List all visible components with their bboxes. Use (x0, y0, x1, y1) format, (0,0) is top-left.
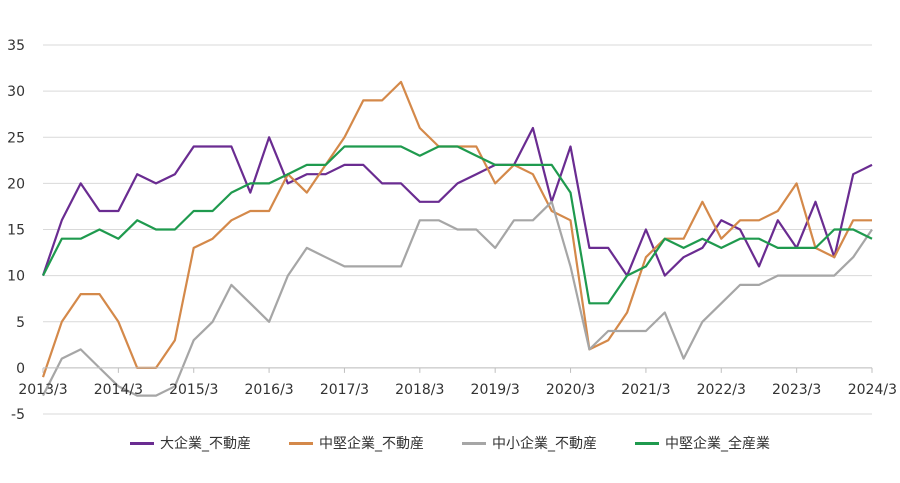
x-tick-label: 2018/3 (395, 382, 444, 398)
legend-item: 大企業_不動産 (130, 433, 251, 453)
legend-swatch (462, 441, 486, 445)
y-axis: -5 0 5 10 15 20 25 30 35 (7, 38, 25, 423)
x-tick-label: 2020/3 (546, 382, 595, 398)
legend-item: 中堅企業_全産業 (635, 433, 770, 453)
legend-label: 中堅企業_全産業 (665, 436, 770, 452)
legend-swatch (289, 441, 313, 445)
x-tick-label: 2023/3 (772, 382, 821, 398)
x-tick-label: 2021/3 (621, 382, 670, 398)
y-tick-label: 10 (7, 269, 25, 285)
legend-item: 中小企業_不動産 (462, 433, 597, 453)
legend-label: 大企業_不動産 (160, 436, 251, 452)
x-tick-label: 2013/3 (18, 382, 67, 398)
series-line (42, 145, 873, 305)
legend-swatch (130, 441, 154, 445)
y-tick-label: -5 (11, 407, 25, 423)
y-tick-label: 0 (16, 361, 25, 377)
legend-swatch (635, 441, 659, 445)
series-lines (41, 80, 873, 397)
series-line (41, 126, 873, 277)
y-tick-label: 35 (7, 38, 25, 54)
y-tick-label: 5 (16, 315, 25, 331)
x-tick-label: 2016/3 (244, 382, 293, 398)
x-tick-label: 2017/3 (320, 382, 369, 398)
x-tick-label: 2015/3 (169, 382, 218, 398)
x-tick-label: 2022/3 (697, 382, 746, 398)
y-tick-label: 20 (7, 176, 25, 192)
legend-item: 中堅企業_不動産 (289, 433, 424, 453)
y-tick-label: 30 (7, 84, 25, 100)
legend-label: 中堅企業_不動産 (319, 436, 424, 452)
x-axis: 2013/3 2014/3 2015/3 2016/3 2017/3 2018/3 2019… (18, 367, 897, 398)
line-chart: -5 0 5 10 15 20 25 30 35 2013/3 2014/3 2015/3 2016/… (7, 38, 897, 423)
legend-label: 中小企業_不動産 (492, 436, 597, 452)
legend: 大企業_不動産 中堅企業_不動産 中小企業_不動産 中堅企業_全産業 (0, 430, 900, 456)
x-tick-label: 2014/3 (94, 382, 143, 398)
x-tick-label: 2024/3 (848, 382, 897, 398)
x-tick-label: 2019/3 (471, 382, 520, 398)
series-line (42, 200, 873, 397)
y-tick-label: 25 (7, 130, 25, 146)
y-tick-label: 15 (7, 223, 25, 239)
